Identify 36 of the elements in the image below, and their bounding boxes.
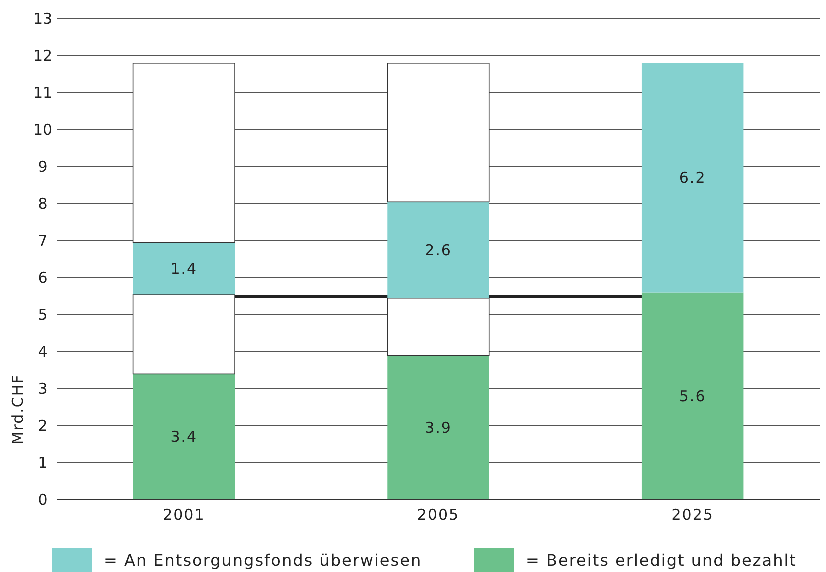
x-tick-label: 2001 [163, 506, 206, 524]
y-tick-label: 10 [33, 121, 53, 139]
bar [642, 292, 744, 500]
y-tick-label: 2 [38, 417, 48, 435]
y-tick-label: 11 [33, 84, 53, 102]
x-tick-label: 2025 [672, 506, 714, 524]
y-tick-label: 5 [38, 306, 48, 324]
y-tick-label: 4 [38, 343, 48, 361]
y-tick-label: 1 [38, 454, 48, 472]
bar [387, 63, 490, 203]
y-tick-label: 9 [38, 158, 48, 176]
y-tick-label: 13 [33, 10, 53, 28]
x-tick-label: 2005 [417, 506, 460, 524]
bar [132, 294, 236, 375]
bar [133, 374, 236, 500]
y-tick-label: 0 [38, 491, 48, 509]
y-axis-title: Mrd.CHF [9, 374, 27, 445]
legend-label: = Bereits erledigt und bezahlt [526, 551, 797, 570]
y-tick-label: 3 [38, 380, 48, 398]
y-tick-label: 8 [38, 195, 48, 213]
legend-label: = An Entsorgungsfonds überwiesen [104, 551, 422, 570]
data-label: 1.4 [170, 260, 198, 278]
bar [642, 63, 744, 293]
y-tick-label: 6 [38, 269, 48, 287]
y-tick-label: 12 [33, 47, 53, 65]
data-label: 2.6 [425, 241, 452, 260]
data-label: 6.2 [679, 169, 706, 188]
bar [387, 298, 490, 356]
y-tick-label: 7 [38, 232, 48, 250]
data-label: 3.9 [425, 418, 452, 437]
bar [132, 63, 236, 244]
data-label: 3.4 [170, 428, 198, 446]
bar [388, 356, 490, 500]
data-label: 5.6 [679, 387, 706, 406]
bar [133, 242, 236, 295]
bar [388, 202, 490, 298]
